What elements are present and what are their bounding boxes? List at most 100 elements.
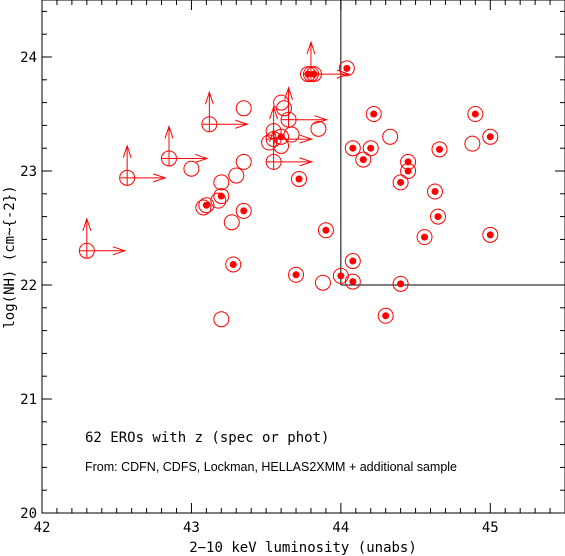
open-circle-point (273, 94, 290, 111)
limit-arrow-right-head (112, 246, 127, 256)
open-circle-point (314, 274, 331, 291)
circle-with-dot-point (482, 226, 499, 243)
point-ring (467, 106, 484, 122)
point-ring (377, 307, 394, 324)
circle-with-dot-point (365, 106, 382, 122)
limit-arrow-right-head (235, 119, 249, 129)
point-ring (416, 229, 433, 246)
circle-with-dot-point (355, 151, 372, 168)
point-dot (421, 233, 429, 241)
open-circle-point (195, 199, 212, 216)
point-dot (404, 167, 412, 175)
plot-frame (41, 0, 565, 514)
open-circle-point (235, 100, 252, 117)
x-tick-label: 43 (183, 520, 200, 536)
x-axis-label: 2−10 keV luminosity (unabs) (189, 540, 417, 556)
point-dot (295, 175, 303, 183)
lower-limit-point (119, 144, 167, 186)
circle-with-dot-point (317, 222, 334, 239)
limit-arrow-up-head (306, 40, 316, 55)
open-circle-point (283, 126, 300, 143)
open-circle-point (261, 134, 278, 151)
circle-with-dot-point (198, 197, 215, 214)
circle-with-dot-point (400, 163, 417, 179)
x-tick-label: 45 (482, 520, 499, 536)
circle-with-dot-point (225, 256, 242, 273)
circle-with-dot-point (429, 208, 446, 225)
point-ring (225, 256, 242, 273)
point-ring (291, 170, 308, 187)
point-ring (429, 208, 446, 225)
circle-with-dot-point (400, 153, 417, 170)
circle-with-dot-point (344, 273, 361, 290)
point-dot (202, 201, 210, 209)
open-circle-point (228, 167, 245, 184)
point-ring (355, 151, 372, 168)
point-ring (235, 153, 252, 170)
point-ring (283, 126, 300, 143)
x-tick-label: 44 (332, 520, 349, 536)
point-dot (359, 156, 367, 164)
circle-with-dot-point (213, 188, 230, 205)
point-ring (344, 273, 361, 290)
point-ring (362, 140, 379, 157)
point-dot (349, 144, 357, 152)
point-dot (471, 110, 479, 118)
point-dot (434, 213, 442, 221)
limit-arrow-right-head (336, 69, 351, 79)
limit-arrow-right-head (153, 173, 167, 183)
y-axis-label: log(NH) (cm~{-2}) (2, 185, 18, 328)
circle-with-dot-point (482, 128, 499, 145)
point-dot (292, 271, 300, 279)
point-ring (344, 140, 361, 157)
data-points (78, 40, 499, 328)
point-ring (288, 266, 305, 283)
circle-with-dot-point (288, 266, 305, 283)
point-ring (431, 141, 448, 158)
limit-arrow-up-head (284, 86, 294, 100)
point-dot (382, 312, 390, 320)
y-tick-label: 22 (20, 278, 37, 294)
limit-arrow-right-head (314, 115, 329, 125)
open-circle-point (213, 174, 230, 191)
point-dot (337, 272, 345, 280)
lower-limit-point (161, 124, 209, 167)
point-dot (486, 231, 494, 239)
circle-with-dot-point (377, 307, 394, 324)
point-ring (213, 188, 230, 205)
lower-limit-point (201, 90, 249, 133)
open-circle-point (235, 153, 252, 170)
circle-with-dot-point (426, 183, 443, 200)
point-ring (235, 100, 252, 117)
point-ring (213, 174, 230, 191)
point-ring (392, 174, 409, 191)
circle-with-dot-point (338, 60, 355, 77)
point-dot (397, 178, 405, 186)
point-ring (310, 120, 327, 137)
lower-limit-point (78, 217, 127, 259)
lower-limit-point (265, 105, 314, 148)
circle-with-dot-point (392, 275, 409, 292)
circle-with-dot-point (291, 170, 308, 187)
point-ring (344, 253, 361, 270)
point-ring (400, 163, 417, 179)
point-ring (273, 94, 290, 111)
point-ring (314, 274, 331, 291)
point-dot (240, 207, 248, 215)
x-tick-label: 42 (34, 520, 51, 536)
axis-ticks: 42 43 44 45 20 21 22 23 24 (20, 0, 565, 536)
y-tick-label: 20 (20, 506, 37, 522)
annotation-sample-count: 62 EROs with z (spec or phot) (85, 430, 329, 446)
circle-with-dot-point (416, 229, 433, 246)
reference-lines (340, 0, 565, 286)
point-ring (210, 192, 227, 209)
point-ring (213, 311, 230, 328)
limit-arrow-up-head (204, 90, 214, 105)
open-circle-point (382, 128, 399, 145)
circle-with-dot-point (344, 253, 361, 270)
point-dot (370, 110, 378, 118)
open-circle-point (276, 100, 293, 117)
point-dot (349, 257, 357, 265)
point-ring (198, 197, 215, 214)
